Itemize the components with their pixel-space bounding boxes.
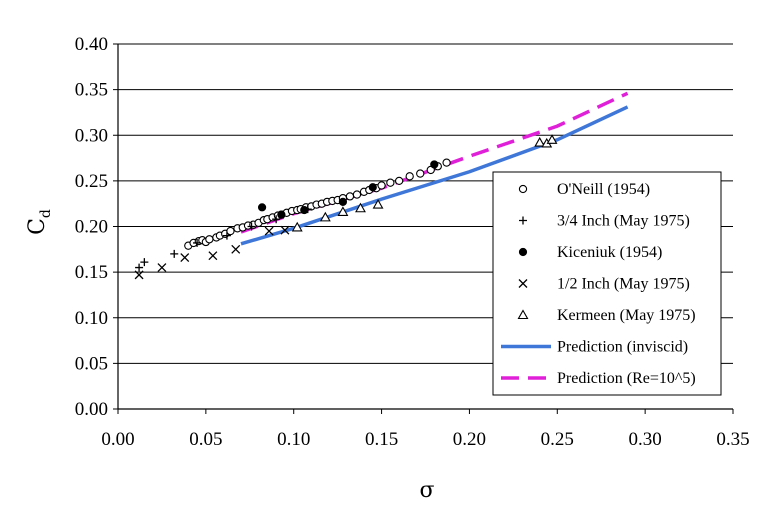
data-point [372, 198, 384, 209]
data-point [386, 178, 395, 187]
data-point [134, 270, 144, 280]
legend-label: O'Neill (1954) [557, 181, 650, 198]
x-tick-label: 0.10 [277, 429, 310, 450]
data-point [157, 263, 167, 273]
legend-entry: Prediction (Re=10^5) [501, 370, 696, 387]
legend-entry: 1/2 Inch (May 1975) [518, 276, 690, 293]
y-tick-label: 0.15 [75, 262, 108, 283]
data-point [345, 192, 355, 201]
legend-marker [518, 279, 528, 288]
data-point [355, 202, 366, 213]
data-point [170, 249, 179, 258]
data-point [247, 222, 256, 231]
data-point [430, 160, 439, 169]
legend: O'Neill (1954) 3/4 Inch (May 1975) Kiceniu… [492, 171, 722, 396]
data-point [405, 172, 414, 181]
data-point [394, 176, 404, 186]
legend-entry: O'Neill (1954) [518, 181, 650, 198]
legend-marker [519, 216, 527, 225]
x-tick-label: 0.05 [189, 429, 222, 450]
data-points [134, 134, 558, 280]
axes [113, 43, 734, 414]
data-point [546, 134, 558, 144]
data-point [338, 197, 348, 206]
data-point [140, 258, 149, 267]
data-point [272, 215, 281, 224]
data-point [264, 226, 274, 236]
x-tick-label: 0.30 [629, 429, 662, 450]
x-tick-label: 0.20 [453, 429, 486, 450]
data-point [135, 263, 144, 272]
data-point [222, 231, 231, 240]
x-tick-label: 0.00 [101, 429, 134, 450]
y-axis-label: Cd [25, 209, 54, 235]
legend-label: 3/4 Inch (May 1975) [557, 213, 690, 230]
data-point [291, 221, 303, 232]
gridlines [118, 43, 733, 364]
data-point [205, 235, 214, 244]
y-tick-label: 0.05 [75, 353, 108, 374]
x-tick-labels: 0.00 0.05 0.10 0.15 0.20 0.25 0.30 0.35 [101, 429, 749, 450]
legend-marker [518, 247, 528, 257]
data-point [193, 238, 202, 247]
x-tick-label: 0.35 [716, 429, 749, 450]
y-tick-label: 0.00 [75, 399, 108, 420]
data-point [277, 210, 286, 219]
data-point [319, 211, 331, 222]
data-point [377, 181, 386, 190]
legend-entry: 3/4 Inch (May 1975) [519, 213, 690, 230]
data-point [442, 158, 451, 167]
data-point [226, 226, 235, 236]
legend-label: 1/2 Inch (May 1975) [557, 276, 690, 293]
y-tick-label: 0.20 [75, 217, 108, 238]
data-point [352, 190, 362, 199]
legend-entry: Kiceniuk (1954) [518, 244, 662, 261]
x-axis-label: σ [419, 478, 434, 503]
data-point [534, 136, 546, 147]
y-tick-label: 0.40 [75, 34, 108, 55]
legend-label: Kiceniuk (1954) [557, 244, 662, 261]
legend-box [492, 171, 722, 396]
data-point [368, 183, 377, 192]
y-tick-labels: 0.00 0.05 0.10 0.15 0.20 0.25 0.30 0.35 0.40 [75, 34, 108, 420]
data-point [180, 253, 190, 262]
x-tick-label: 0.25 [541, 429, 574, 450]
y-axis-label-main: C [25, 218, 50, 235]
y-axis-label-subscript: d [38, 209, 54, 218]
legend-label: Prediction (Re=10^5) [557, 370, 696, 387]
data-point [280, 225, 290, 235]
data-point [416, 169, 425, 178]
legend-label: Prediction (inviscid) [557, 339, 688, 356]
y-tick-label: 0.10 [75, 308, 108, 329]
legend-entry: Kermeen (May 1975) [517, 307, 696, 324]
data-point [257, 203, 267, 212]
legend-marker [518, 184, 528, 194]
x-tick-label: 0.15 [365, 429, 398, 450]
data-point [300, 205, 309, 215]
y-tick-label: 0.35 [75, 80, 108, 101]
data-point [208, 251, 218, 261]
legend-label: Kermeen (May 1975) [557, 307, 696, 324]
data-point [231, 244, 241, 254]
series-line [240, 91, 629, 234]
legend-entry: Prediction (inviscid) [501, 339, 688, 356]
y-tick-label: 0.30 [75, 125, 108, 146]
legend-marker [517, 309, 529, 320]
y-tick-label: 0.25 [75, 171, 108, 192]
data-point [337, 206, 349, 216]
